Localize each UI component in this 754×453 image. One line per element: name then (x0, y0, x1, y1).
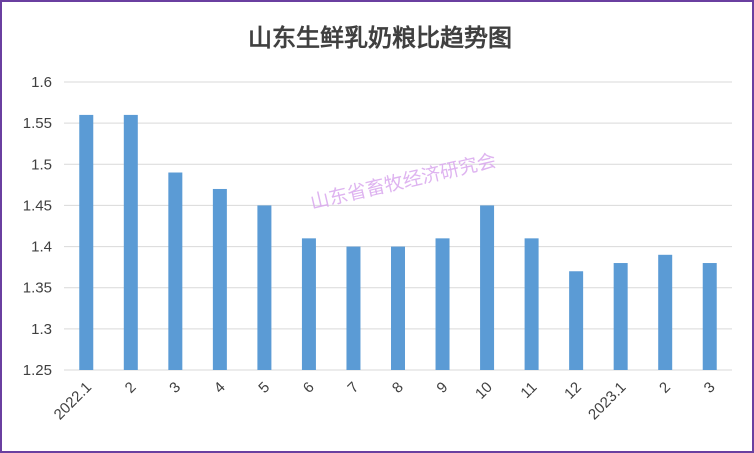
bar (257, 205, 272, 370)
bar (524, 238, 539, 370)
x-tick-label: 2023.1 (585, 379, 629, 423)
x-axis-tick-labels: 2022.1 2 3 4 5 6 7 8 9 10 11 12 2023.1 2 3 (51, 379, 719, 423)
x-tick-label: 7 (344, 379, 362, 397)
x-tick-label: 12 (561, 379, 585, 403)
y-axis-tick-labels: 1.25 1.3 1.35 1.4 1.45 1.5 1.55 1.6 (23, 74, 52, 379)
bar (212, 188, 227, 370)
y-tick-label: 1.4 (31, 239, 52, 256)
bar (702, 263, 717, 370)
bars (79, 114, 717, 371)
y-tick-label: 1.45 (23, 197, 52, 214)
bar (79, 114, 94, 371)
bar (301, 238, 316, 370)
x-tick-label: 4 (211, 379, 229, 397)
x-tick-label: 3 (701, 379, 719, 397)
x-tick-label: 2 (656, 379, 674, 397)
y-tick-label: 1.3 (31, 321, 52, 338)
y-tick-label: 1.25 (23, 362, 52, 379)
bar (569, 271, 584, 370)
y-tick-label: 1.6 (31, 74, 52, 91)
x-tick-label: 11 (517, 379, 540, 402)
bar (480, 205, 495, 370)
x-tick-label: 9 (433, 379, 451, 397)
x-tick-label: 2 (122, 379, 140, 397)
x-tick-label: 6 (300, 379, 318, 397)
bar (346, 246, 361, 370)
x-tick-label: 8 (389, 379, 407, 397)
bar (435, 238, 450, 370)
bar (123, 114, 138, 371)
x-tick-label: 2022.1 (51, 379, 95, 423)
x-tick-label: 10 (472, 379, 496, 403)
bar (168, 172, 183, 370)
y-tick-label: 1.5 (31, 156, 52, 173)
bar (391, 246, 405, 370)
watermark-text: 山东省畜牧经济研究会 (308, 150, 498, 214)
x-tick-label: 3 (166, 379, 184, 397)
chart-title: 山东生鲜乳奶粮比趋势图 (248, 24, 512, 52)
x-tick-label: 5 (255, 379, 273, 397)
bar (658, 254, 673, 370)
bar (613, 263, 628, 370)
y-tick-label: 1.55 (23, 115, 52, 132)
y-tick-label: 1.35 (23, 280, 52, 297)
